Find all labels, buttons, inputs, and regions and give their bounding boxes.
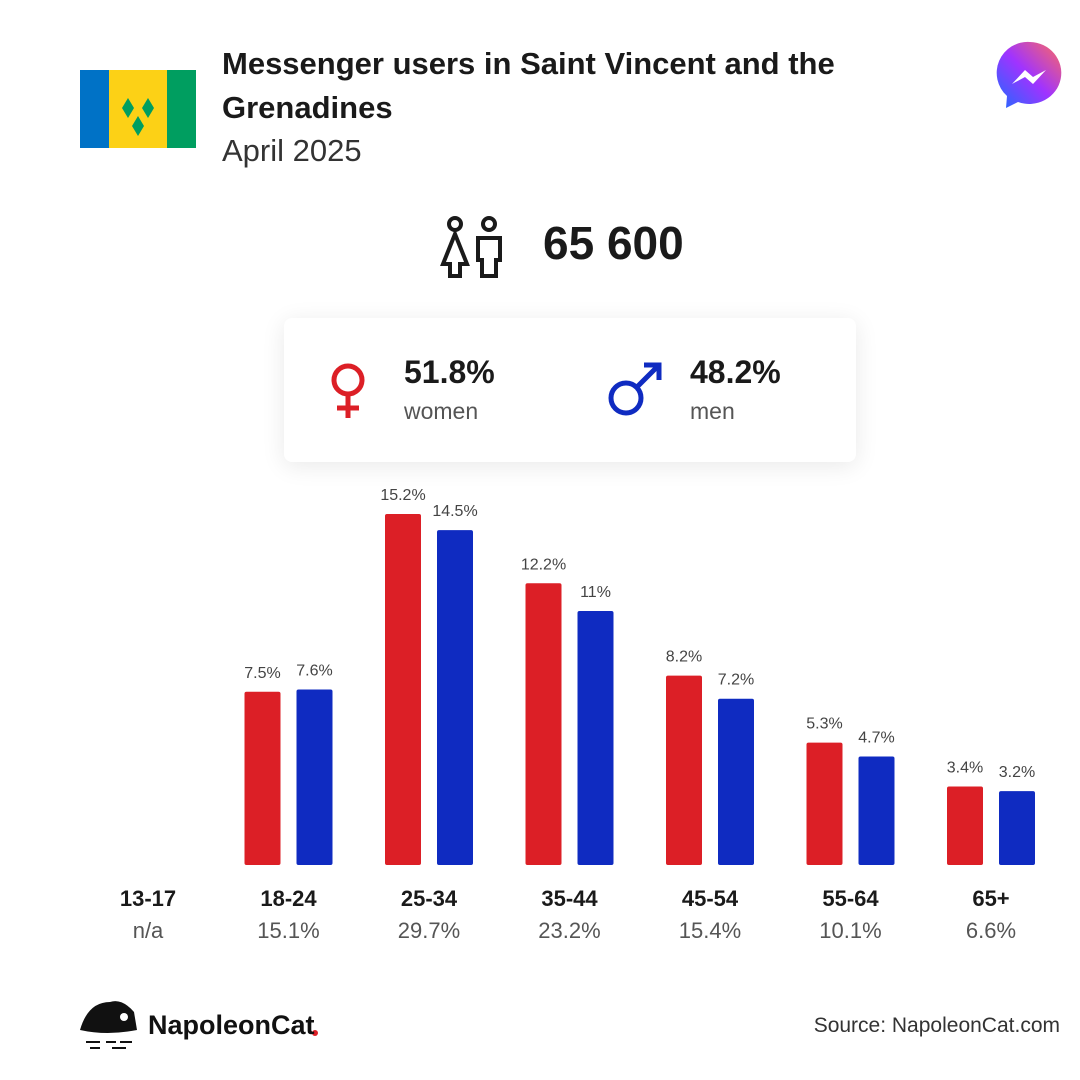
value-label: 4.7% — [858, 729, 894, 746]
title: Messenger users in Saint Vincent and the… — [222, 46, 835, 125]
male-symbol — [608, 362, 662, 416]
category-total: 10.1% — [819, 918, 881, 943]
category-total: 6.6% — [966, 918, 1016, 943]
messenger-logo — [996, 41, 1062, 109]
people-icon — [440, 216, 502, 278]
value-label: 3.2% — [999, 764, 1035, 781]
bar — [525, 583, 562, 865]
women-label: women — [404, 398, 479, 424]
category-total: 15.1% — [257, 918, 319, 943]
source: Source: NapoleonCat.com — [813, 1014, 1060, 1037]
value-label: 5.3% — [806, 716, 842, 733]
category-label: 35-44 — [541, 886, 598, 911]
female-symbol — [331, 363, 365, 418]
category-total: 23.2% — [538, 918, 600, 943]
subtitle: April 2025 — [222, 133, 362, 168]
napoleoncat-logo — [80, 1001, 318, 1049]
bar — [806, 742, 843, 865]
value-label: 14.5% — [432, 503, 477, 520]
bar — [718, 698, 754, 865]
value-label: 7.6% — [296, 663, 332, 680]
category-label: 55-64 — [822, 886, 879, 911]
bars: 13-17 n/a 18-24 15.1% 7.5% 7.6% 25-34 29.7% 15.2… — [120, 487, 1035, 943]
brand: NapoleonCat — [148, 1010, 315, 1040]
category-label: 45-54 — [682, 886, 739, 911]
men-share: 48.2% — [690, 354, 781, 390]
bar — [999, 791, 1035, 865]
category-label: 18-24 — [260, 886, 317, 911]
bar — [244, 691, 281, 865]
value-label: 15.2% — [380, 487, 425, 504]
value-label: 7.5% — [244, 665, 280, 682]
value-label: 11% — [580, 584, 611, 601]
value-label: 3.4% — [947, 759, 983, 776]
bar — [296, 689, 333, 865]
category-total: 15.4% — [679, 918, 741, 943]
total-users: 65 600 — [543, 217, 684, 269]
category-label: 13-17 — [120, 886, 176, 911]
bar — [577, 610, 614, 865]
bar — [858, 756, 895, 865]
bar — [437, 530, 473, 865]
value-label: 7.2% — [718, 672, 754, 689]
bar — [947, 786, 983, 865]
category-label: 65+ — [972, 886, 1009, 911]
category-total: n/a — [133, 918, 164, 943]
bar — [385, 514, 421, 865]
category-label: 25-34 — [401, 886, 458, 911]
flag — [80, 70, 196, 148]
bar — [666, 675, 702, 865]
men-label: men — [690, 398, 735, 424]
category-total: 29.7% — [398, 918, 460, 943]
value-label: 8.2% — [666, 649, 702, 666]
value-label: 12.2% — [521, 556, 566, 573]
women-share: 51.8% — [404, 354, 495, 390]
